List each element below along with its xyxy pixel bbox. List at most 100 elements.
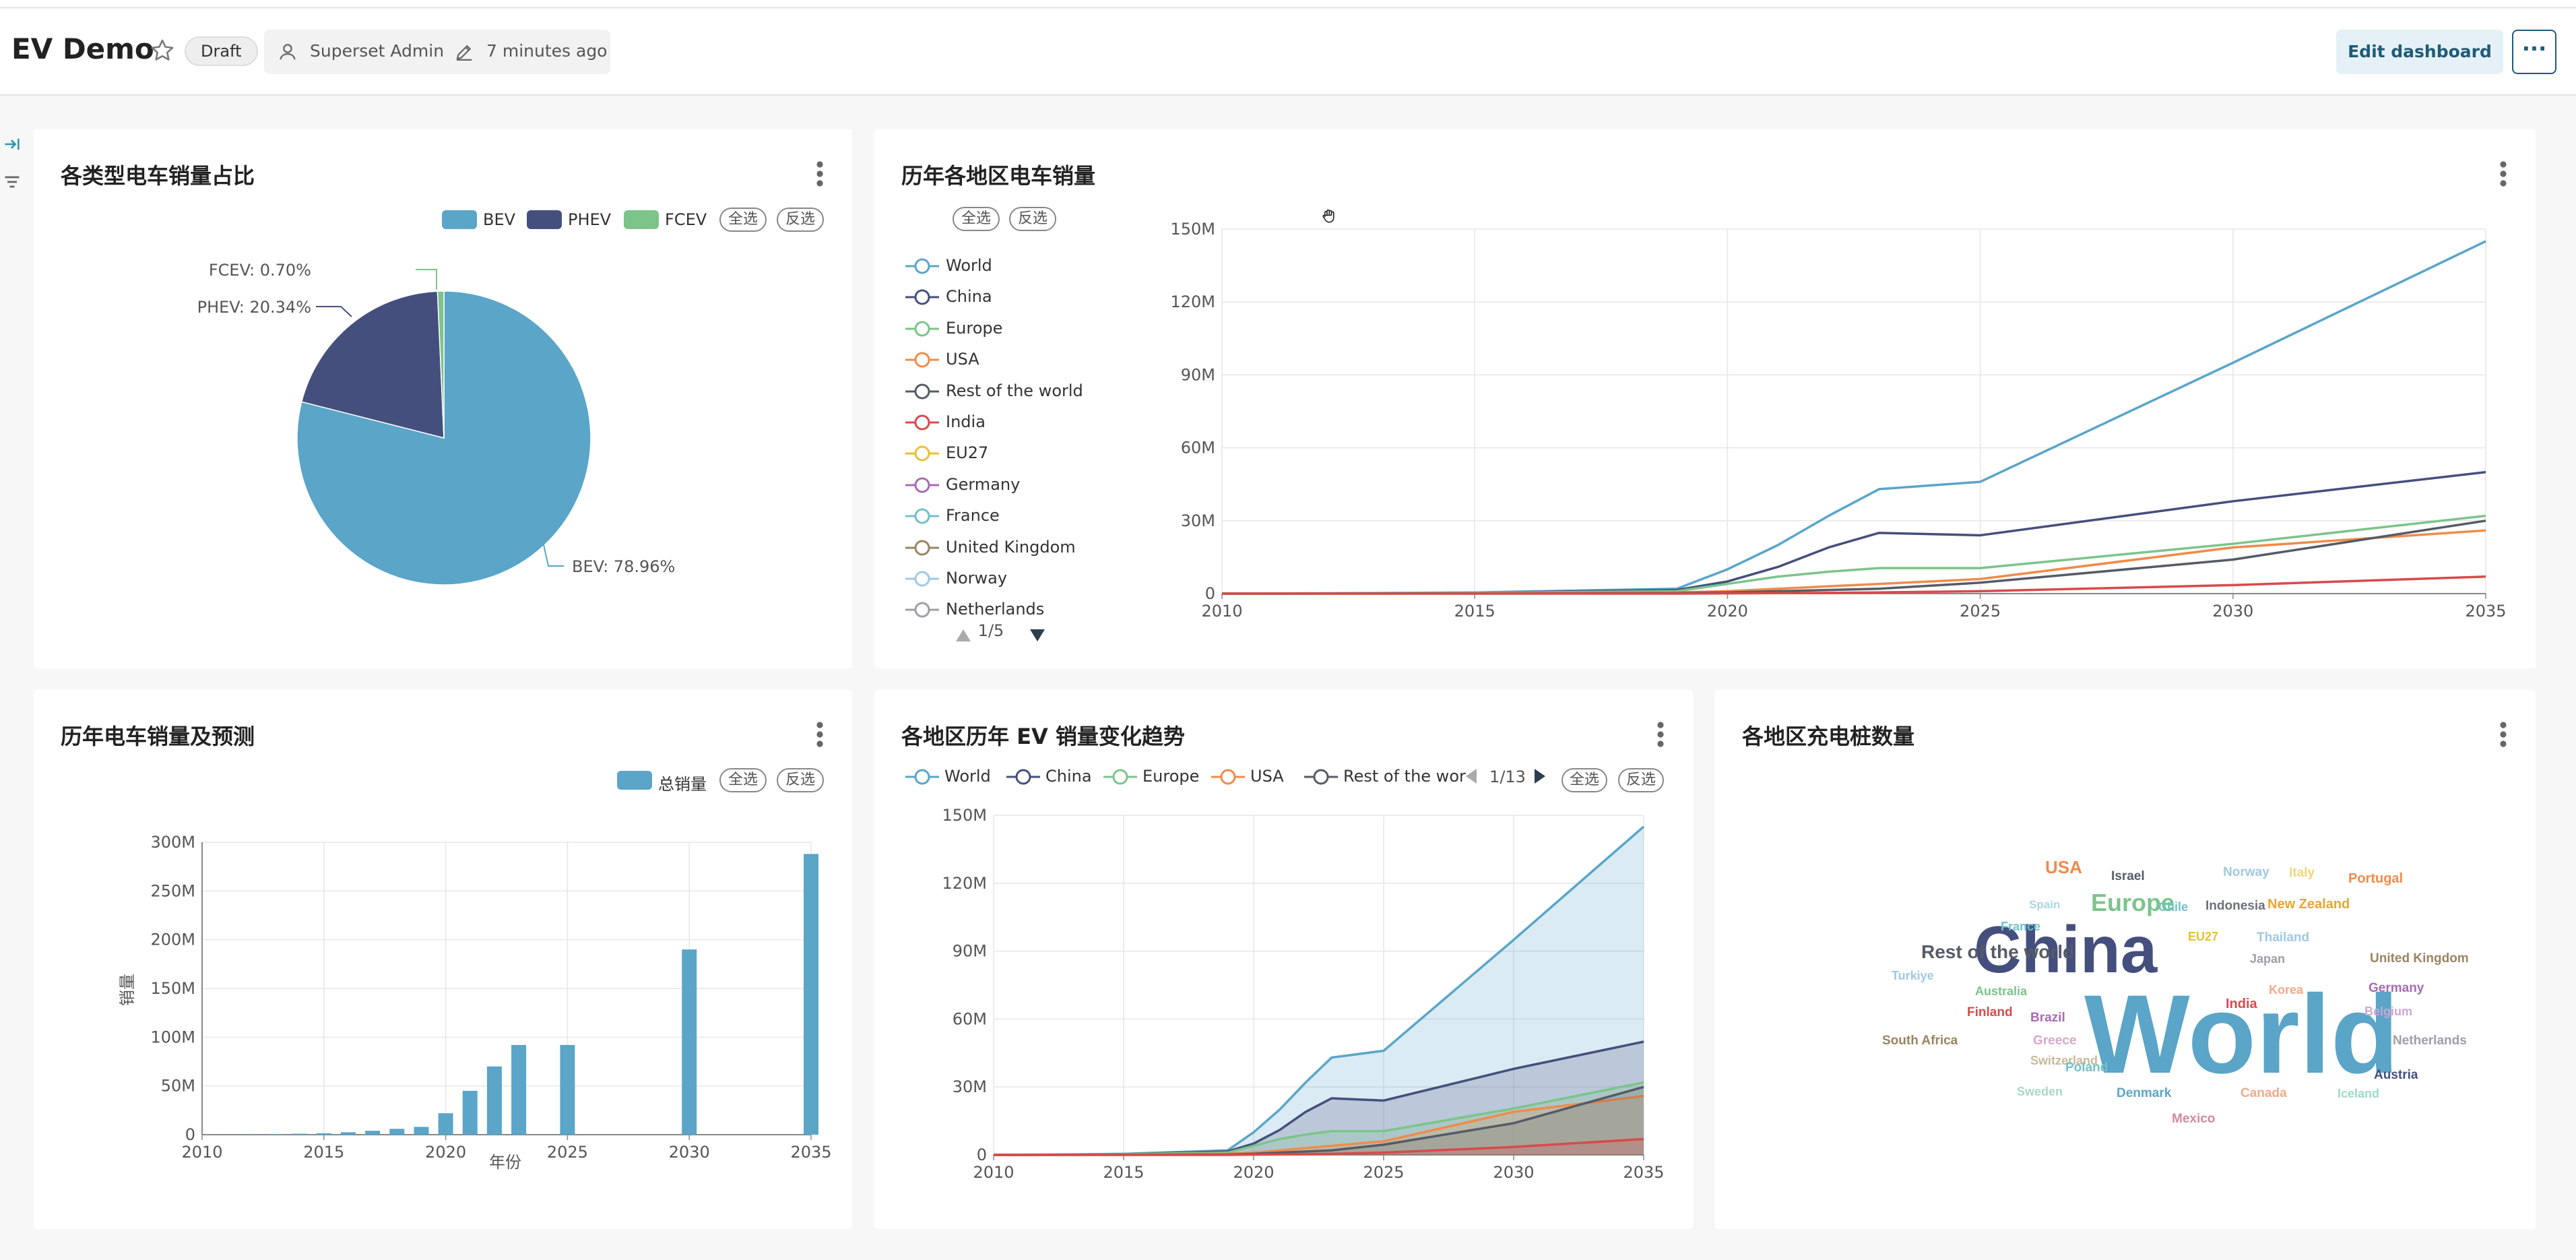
legend-marker-icon bbox=[1304, 769, 1338, 785]
word-belgium[interactable]: Belgium bbox=[2364, 1005, 2412, 1018]
word-usa[interactable]: USA bbox=[2045, 857, 2082, 877]
word-spain[interactable]: Spain bbox=[2029, 898, 2060, 911]
word-rest-of-the-world[interactable]: Rest of the world bbox=[1921, 941, 2074, 962]
legend-label-total[interactable]: 总销量 bbox=[658, 775, 707, 794]
bar-2016[interactable] bbox=[340, 1132, 356, 1135]
select-all-button[interactable]: 全选 bbox=[1561, 768, 1607, 792]
word-switzerland[interactable]: Switzerland bbox=[2030, 1054, 2098, 1067]
legend-prev-icon[interactable] bbox=[956, 629, 971, 641]
invert-selection-button[interactable]: 反选 bbox=[1618, 768, 1664, 792]
edit-dashboard-button[interactable]: Edit dashboard bbox=[2336, 30, 2503, 74]
select-all-button[interactable]: 全选 bbox=[719, 768, 767, 792]
legend-marker-icon bbox=[905, 414, 939, 431]
bar-2035[interactable] bbox=[804, 854, 818, 1135]
series-area-world[interactable] bbox=[994, 826, 1644, 1155]
legend-swatch-phev[interactable] bbox=[527, 210, 562, 229]
word-mexico[interactable]: Mexico bbox=[2172, 1112, 2215, 1126]
word-netherlands[interactable]: Netherlands bbox=[2393, 1034, 2467, 1048]
legend-swatch-bev[interactable] bbox=[442, 210, 477, 229]
series-line-india[interactable] bbox=[994, 1137, 1644, 1156]
bar-2015[interactable] bbox=[316, 1133, 331, 1135]
bar-2022[interactable] bbox=[486, 1066, 502, 1135]
word-eu27[interactable]: EU27 bbox=[2188, 930, 2218, 943]
bar-2023[interactable] bbox=[511, 1044, 527, 1135]
word-germany[interactable]: Germany bbox=[2369, 981, 2424, 995]
legend-label-bev[interactable]: BEV bbox=[483, 210, 516, 229]
pie-slice-phev[interactable] bbox=[300, 290, 445, 439]
word-south-africa[interactable]: South Africa bbox=[1882, 1034, 1958, 1048]
favorite-star-icon[interactable] bbox=[150, 38, 175, 63]
pie-slice-fcev[interactable] bbox=[437, 290, 445, 439]
bar-2012[interactable] bbox=[243, 1134, 259, 1135]
series-area-china[interactable] bbox=[994, 1042, 1644, 1155]
word-indonesia[interactable]: Indonesia bbox=[2205, 899, 2265, 913]
bar-2013[interactable] bbox=[267, 1133, 283, 1135]
word-europe[interactable]: Europe bbox=[2091, 889, 2175, 916]
word-greece[interactable]: Greece bbox=[2033, 1034, 2076, 1048]
series-area-europe[interactable] bbox=[994, 1082, 1644, 1155]
series-line-china[interactable] bbox=[1221, 470, 2486, 595]
word-new-zealand[interactable]: New Zealand bbox=[2267, 897, 2350, 912]
bar-2014[interactable] bbox=[292, 1133, 307, 1135]
more-options-button[interactable]: ··· bbox=[2512, 30, 2556, 74]
panel-menu-icon[interactable] bbox=[814, 721, 825, 748]
legend-swatch-total[interactable] bbox=[617, 771, 652, 790]
legend-label-phev[interactable]: PHEV bbox=[568, 210, 612, 229]
bar-2030[interactable] bbox=[682, 949, 697, 1135]
series-area-usa[interactable] bbox=[994, 1096, 1644, 1155]
top-strip bbox=[0, 0, 2576, 8]
series-area-rest-of-the-world[interactable] bbox=[994, 1087, 1644, 1155]
word-world[interactable]: World bbox=[2084, 972, 2399, 1097]
legend-next-icon[interactable] bbox=[1535, 769, 1545, 784]
bar-2025[interactable] bbox=[560, 1044, 575, 1135]
word-australia[interactable]: Australia bbox=[1975, 984, 2028, 998]
filter-icon[interactable] bbox=[3, 172, 22, 191]
invert-selection-button[interactable]: 反选 bbox=[777, 768, 824, 792]
series-area-india[interactable] bbox=[994, 1139, 1644, 1155]
status-badge[interactable]: Draft bbox=[185, 36, 258, 66]
dashboard-title[interactable]: EV Demo bbox=[11, 32, 154, 65]
legend-swatch-fcev[interactable] bbox=[624, 210, 659, 229]
panel-menu-icon[interactable] bbox=[1655, 721, 1666, 748]
word-sweden[interactable]: Sweden bbox=[2017, 1085, 2063, 1098]
legend-label-fcev[interactable]: FCEV bbox=[665, 210, 707, 229]
word-denmark[interactable]: Denmark bbox=[2117, 1086, 2172, 1100]
bar-2017[interactable] bbox=[365, 1131, 381, 1135]
word-portugal[interactable]: Portugal bbox=[2348, 871, 2403, 886]
word-united-kingdom[interactable]: United Kingdom bbox=[2370, 951, 2469, 966]
x-tick-label: 2010 bbox=[181, 1143, 222, 1162]
word-austria[interactable]: Austria bbox=[2374, 1068, 2418, 1082]
invert-selection-button[interactable]: 反选 bbox=[777, 208, 824, 232]
word-italy[interactable]: Italy bbox=[2289, 866, 2315, 880]
bar-2021[interactable] bbox=[462, 1090, 478, 1135]
word-turkiye[interactable]: Turkiye bbox=[1892, 969, 1934, 982]
word-norway[interactable]: Norway bbox=[2223, 865, 2269, 879]
expand-filters-icon[interactable] bbox=[3, 135, 22, 154]
word-china[interactable]: China bbox=[1974, 912, 2158, 986]
word-france[interactable]: France bbox=[2001, 920, 2040, 933]
word-japan[interactable]: Japan bbox=[2250, 952, 2285, 966]
word-chile[interactable]: Chile bbox=[2158, 900, 2188, 914]
word-israel[interactable]: Israel bbox=[2111, 869, 2145, 883]
invert-selection-button[interactable]: 反选 bbox=[1009, 207, 1056, 231]
bar-2018[interactable] bbox=[389, 1129, 405, 1135]
word-korea[interactable]: Korea bbox=[2269, 983, 2304, 997]
y-tick-label: 90M bbox=[953, 942, 987, 961]
legend-next-icon[interactable] bbox=[1030, 629, 1045, 641]
panel-menu-icon[interactable] bbox=[2498, 160, 2509, 187]
bar-2020[interactable] bbox=[438, 1113, 453, 1135]
word-iceland[interactable]: Iceland bbox=[2338, 1087, 2379, 1100]
word-finland[interactable]: Finland bbox=[1967, 1005, 2013, 1019]
bar-2019[interactable] bbox=[414, 1127, 429, 1135]
select-all-button[interactable]: 全选 bbox=[719, 208, 767, 232]
word-brazil[interactable]: Brazil bbox=[2030, 1011, 2065, 1025]
word-thailand[interactable]: Thailand bbox=[2257, 931, 2309, 945]
word-india[interactable]: India bbox=[2226, 997, 2258, 1011]
panel-menu-icon[interactable] bbox=[814, 160, 825, 187]
word-poland[interactable]: Poland bbox=[2065, 1061, 2108, 1075]
panel-menu-icon[interactable] bbox=[2498, 721, 2509, 748]
legend-prev-icon[interactable] bbox=[1466, 769, 1477, 784]
select-all-button[interactable]: 全选 bbox=[953, 207, 1000, 231]
series-line-india[interactable] bbox=[1222, 575, 2486, 595]
word-canada[interactable]: Canada bbox=[2241, 1086, 2287, 1100]
